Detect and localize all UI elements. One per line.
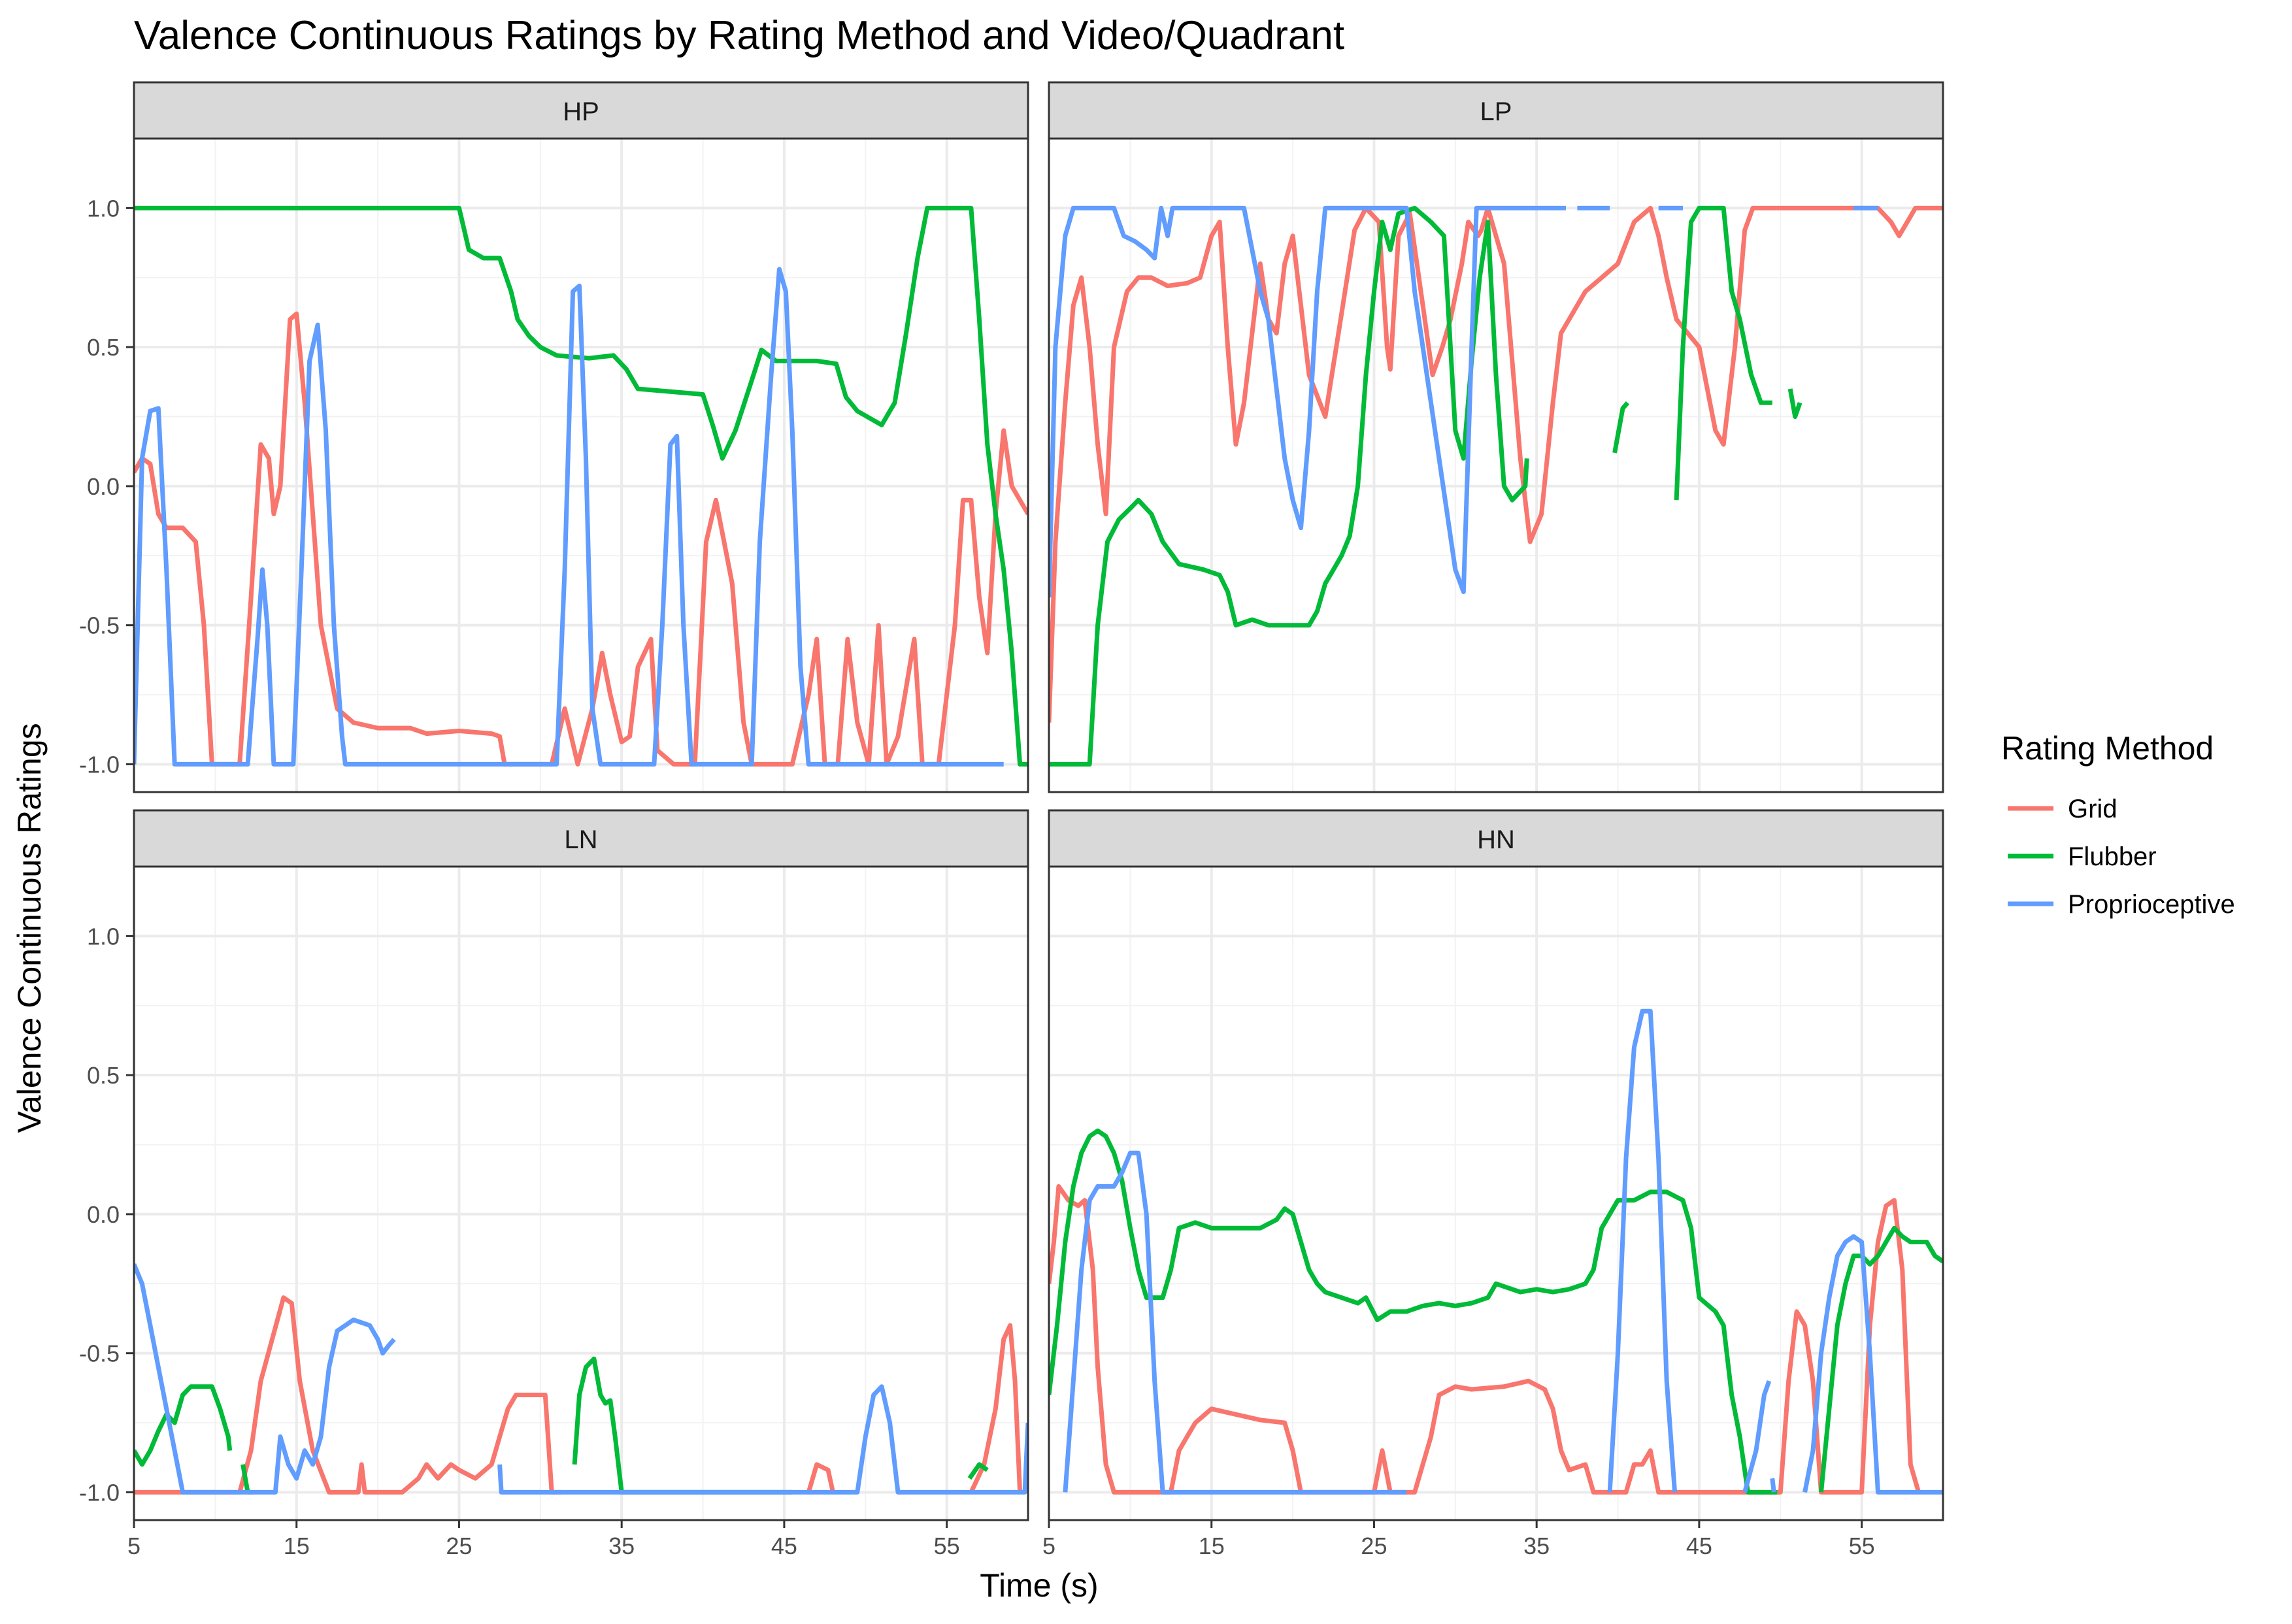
facet-strip-label: HN xyxy=(1477,825,1515,854)
series-line-proprioceptive xyxy=(134,1263,396,1495)
facet-panel-ln: LN -1.0 -0.5 0.0 0.5 1.0 5 15 25 35 45 55 xyxy=(79,809,1029,1559)
series-line-proprioceptive xyxy=(1049,205,1566,598)
series-line-grid xyxy=(134,1295,562,1495)
series-line-grid xyxy=(1049,205,1943,723)
facet-strip-label: LN xyxy=(564,825,597,854)
x-tick-label: 15 xyxy=(1199,1533,1225,1559)
y-tick-label: 1.0 xyxy=(87,923,120,950)
series-line-proprioceptive xyxy=(134,267,1004,767)
x-tick-label: 45 xyxy=(771,1533,797,1559)
legend-entries: Grid Flubber Proprioceptive xyxy=(2008,795,2235,919)
y-tick-label: -0.5 xyxy=(79,612,120,639)
facet-strip xyxy=(133,81,1029,140)
series-line-proprioceptive xyxy=(1802,1234,1943,1495)
series-line-proprioceptive xyxy=(1742,1380,1772,1493)
x-tick-label: 15 xyxy=(284,1533,310,1559)
panel-border xyxy=(1048,865,1944,1521)
series-line-flubber xyxy=(1787,388,1802,419)
x-tick-label: 55 xyxy=(1849,1533,1875,1559)
series-line-flubber xyxy=(134,205,1028,767)
facet-strip xyxy=(133,809,1029,868)
series-line-flubber xyxy=(1612,401,1630,454)
legend: Rating Method Grid Flubber Proprioceptive xyxy=(2001,730,2235,919)
series-line-flubber xyxy=(1819,1225,1943,1493)
facet-strip xyxy=(1048,809,1944,868)
y-tick-label: 0.0 xyxy=(87,1201,120,1228)
facet-panel-hn: HN 5 15 25 35 45 55 xyxy=(1042,809,1944,1559)
series-line-flubber xyxy=(134,1384,233,1467)
panel-border xyxy=(133,137,1029,793)
y-tick-label: 0.5 xyxy=(87,1062,120,1089)
facet-panel-hp: HP -1.0 -0.5 0.0 0.5 1.0 xyxy=(79,81,1029,793)
panel-border xyxy=(1048,137,1944,793)
series-lines xyxy=(134,205,1028,767)
series-line-flubber xyxy=(967,1462,989,1480)
legend-label-proprioceptive: Proprioceptive xyxy=(2068,890,2235,919)
series-line-grid xyxy=(969,1323,1023,1493)
y-tick-label: 1.0 xyxy=(87,195,120,222)
x-tick-label: 5 xyxy=(127,1533,141,1559)
series-line-grid xyxy=(806,1462,835,1493)
series-line-flubber xyxy=(1049,1128,1778,1495)
legend-label-flubber: Flubber xyxy=(2068,842,2157,871)
x-axis-label: Time (s) xyxy=(980,1567,1098,1604)
series-line-grid xyxy=(134,311,1028,767)
facet-panels: HP -1.0 -0.5 0.0 0.5 1.0 LP LN -1.0 -0.5 0.0 0.5 1.0… xyxy=(79,81,1944,1559)
x-tick-label: 5 xyxy=(1042,1533,1055,1559)
y-tick-label: -1.0 xyxy=(79,1479,120,1506)
facet-panel-lp: LP xyxy=(1048,81,1944,793)
series-lines xyxy=(1049,205,1943,767)
series-line-proprioceptive xyxy=(497,1384,1028,1495)
gridlines xyxy=(133,867,1028,1520)
series-line-flubber xyxy=(572,1356,793,1495)
series-line-flubber xyxy=(1674,205,1772,501)
panel-border xyxy=(133,865,1029,1521)
y-axis-label: Valence Continuous Ratings xyxy=(11,723,48,1133)
series-line-grid xyxy=(1049,1184,1921,1495)
plot-area xyxy=(134,867,1028,1520)
chart-title: Valence Continuous Ratings by Rating Met… xyxy=(134,13,1344,58)
facet-strip-label: LP xyxy=(1480,97,1512,126)
legend-title: Rating Method xyxy=(2001,730,2214,767)
plot-area xyxy=(1049,867,1943,1520)
series-line-proprioceptive xyxy=(1770,1478,1776,1493)
y-tick-label: -1.0 xyxy=(79,751,120,778)
x-tick-label: 25 xyxy=(446,1533,472,1559)
y-tick-label: 0.5 xyxy=(87,334,120,361)
y-tick-label: 0.0 xyxy=(87,473,120,500)
facet-strip-label: HP xyxy=(563,97,599,126)
y-tick-label: -0.5 xyxy=(79,1340,120,1367)
plot-area xyxy=(1049,139,1943,792)
series-lines xyxy=(1049,1008,1943,1495)
x-tick-label: 45 xyxy=(1686,1533,1712,1559)
legend-label-grid: Grid xyxy=(2068,795,2118,823)
series-lines xyxy=(134,1263,1028,1495)
x-tick-label: 25 xyxy=(1361,1533,1387,1559)
facet-strip xyxy=(1048,81,1944,140)
x-tick-label: 35 xyxy=(608,1533,635,1559)
x-tick-label: 55 xyxy=(934,1533,960,1559)
x-tick-label: 35 xyxy=(1523,1533,1550,1559)
series-line-proprioceptive xyxy=(1063,1150,1407,1495)
series-line-proprioceptive xyxy=(1607,1008,1678,1493)
